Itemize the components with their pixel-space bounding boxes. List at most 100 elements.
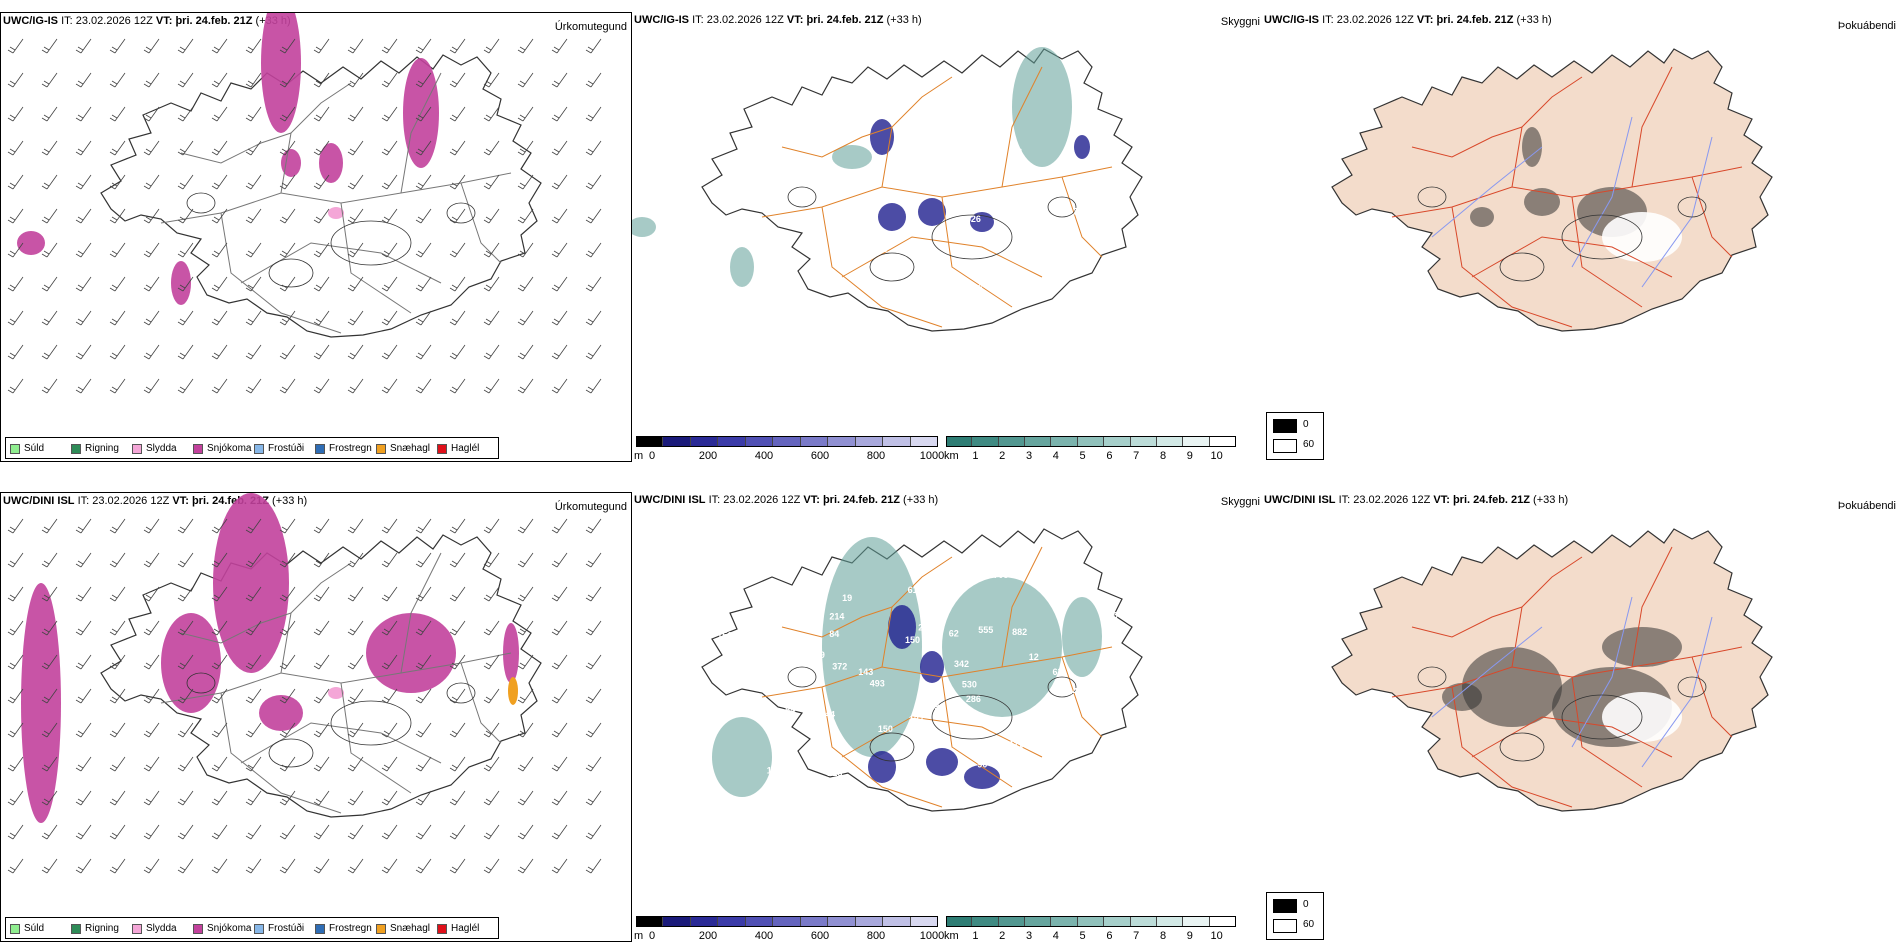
fog-legend-swatch xyxy=(1273,419,1297,433)
wind-barb xyxy=(347,586,364,602)
wind-barb xyxy=(279,790,296,806)
wind-barb xyxy=(177,208,194,224)
wind-barb xyxy=(415,174,432,190)
wind-barb xyxy=(517,310,534,326)
wind-barb xyxy=(415,38,432,54)
ceiling-label: 12 xyxy=(1029,652,1039,662)
legend-swatch xyxy=(132,443,142,454)
ceiling-label: 114 xyxy=(1148,152,1163,162)
wind-barb xyxy=(551,276,568,292)
ceiling-label: 109 xyxy=(715,123,730,133)
wind-barb xyxy=(449,824,466,840)
legend-label: Frostregn xyxy=(329,443,372,454)
wind-barb xyxy=(415,242,432,258)
colorbar-tick: 5 xyxy=(1079,930,1086,942)
fog-legend-swatch xyxy=(1273,899,1297,913)
wind-barb xyxy=(449,72,466,88)
low-visibility-area xyxy=(1012,47,1072,167)
legend-swatch xyxy=(10,923,20,934)
ceiling-label: 35 xyxy=(1026,718,1036,728)
wind-barb xyxy=(347,518,364,534)
wind-barb xyxy=(483,344,500,360)
wind-barb xyxy=(313,378,330,394)
wind-barb xyxy=(415,722,432,738)
glacier-outline xyxy=(1561,694,1643,740)
wind-barb xyxy=(245,654,262,670)
wind-barb xyxy=(517,72,534,88)
visibility-panel-bottom: UWC/DINI ISL IT: 23.02.2026 12Z VT: þri.… xyxy=(632,492,1262,950)
ceiling-label: 143 xyxy=(858,667,873,677)
glacier-outline xyxy=(931,214,1013,260)
ceiling-label: 129 xyxy=(821,543,836,553)
legend-swatch xyxy=(376,443,386,454)
wind-barb xyxy=(415,310,432,326)
wind-barb xyxy=(143,518,160,534)
wind-barb xyxy=(313,106,330,122)
wind-barb xyxy=(279,208,296,224)
wind-barb xyxy=(381,344,398,360)
ceiling-label: 23 xyxy=(918,623,928,633)
wind-barb xyxy=(177,344,194,360)
wind-barb xyxy=(313,688,330,704)
ceiling-label: 344 xyxy=(1068,687,1083,697)
low-ceiling-area xyxy=(878,203,906,231)
ceiling-label: 223 xyxy=(827,768,842,778)
colorbar-tick: 800 xyxy=(866,450,886,462)
colorbar-tick: 7 xyxy=(1133,930,1140,942)
low-visibility-area xyxy=(632,217,656,237)
wind-barb xyxy=(109,378,126,394)
map-group: 800 52 553 426 434 33 20 77 97 106 73 27 109 114 101 44… xyxy=(632,47,1163,332)
river-line xyxy=(1571,596,1633,748)
wind-barb xyxy=(7,552,24,568)
wind-barb xyxy=(245,824,262,840)
legend-label: Frostúði xyxy=(268,443,305,454)
glacier-outline xyxy=(330,220,412,266)
wind-barb xyxy=(211,140,228,156)
ceiling-label: 101 xyxy=(767,285,782,295)
glacier-outline xyxy=(1047,196,1077,218)
wind-barb xyxy=(585,552,602,568)
wind-barb xyxy=(551,518,568,534)
wind-barb xyxy=(483,72,500,88)
legend-swatch xyxy=(376,923,386,934)
wind-barb xyxy=(313,722,330,738)
wind-barb xyxy=(7,208,24,224)
wind-barb xyxy=(585,208,602,224)
wind-barb xyxy=(585,276,602,292)
road-line xyxy=(280,82,352,194)
wind-barb xyxy=(551,688,568,704)
wind-barb xyxy=(245,518,262,534)
wind-barb xyxy=(585,106,602,122)
ceiling-label: 27 xyxy=(977,280,987,290)
wind-barb xyxy=(449,378,466,394)
wind-barb xyxy=(347,756,364,772)
legend-item: Slydda xyxy=(132,443,177,454)
wind-barb xyxy=(245,858,262,874)
colorbar-unit: m xyxy=(634,450,644,462)
glacier-outline xyxy=(1561,214,1643,260)
wind-barb xyxy=(143,344,160,360)
legend-label: Snjókoma xyxy=(207,923,252,934)
legend-swatch xyxy=(315,923,325,934)
road-line xyxy=(781,606,893,638)
wind-barb xyxy=(517,518,534,534)
wind-barb xyxy=(449,722,466,738)
wind-barb xyxy=(41,38,58,54)
fog-panel-top: UWC/IG-IS IT: 23.02.2026 12Z VT: þri. 24… xyxy=(1262,12,1900,462)
road-line xyxy=(220,212,342,334)
ceiling-label: 44 xyxy=(905,155,915,165)
wind-barb xyxy=(7,72,24,88)
wind-barb xyxy=(449,276,466,292)
wind-barb xyxy=(75,310,92,326)
wind-barb xyxy=(585,722,602,738)
wind-barb xyxy=(41,276,58,292)
ceiling-label: 77 xyxy=(842,113,852,123)
colorbar-unit: km xyxy=(944,930,959,942)
legend-swatch xyxy=(254,923,264,934)
ceiling-label: 63 xyxy=(1053,667,1063,677)
colorbar-cell xyxy=(1051,916,1078,927)
wind-barb xyxy=(109,756,126,772)
ceiling-label: 217 xyxy=(1148,632,1163,642)
wind-barb xyxy=(279,756,296,772)
wind-barb xyxy=(245,208,262,224)
